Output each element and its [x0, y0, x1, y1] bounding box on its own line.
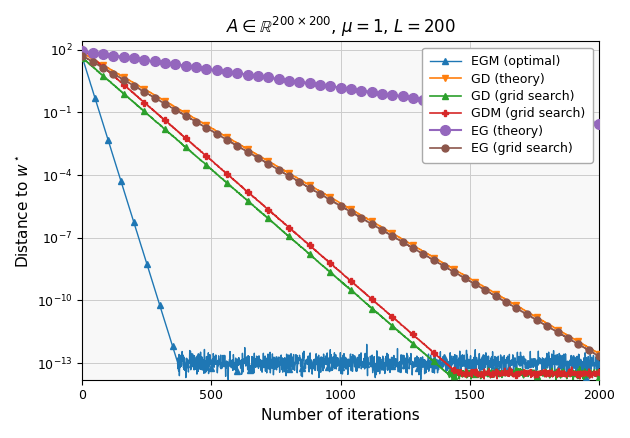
- EG (grid search): [389, 234, 397, 239]
- EG (theory): [389, 93, 397, 98]
- EGM (optimal): [106, 144, 114, 149]
- GDM (grid search): [78, 46, 86, 52]
- Line: EG (grid search): EG (grid search): [79, 52, 602, 360]
- GD (grid search): [124, 95, 132, 100]
- EGM (optimal): [90, 92, 98, 97]
- GDM (grid search): [504, 373, 512, 378]
- Y-axis label: Distance to $w^\star$: Distance to $w^\star$: [15, 153, 31, 268]
- GDM (grid search): [124, 86, 132, 91]
- EG (theory): [106, 53, 114, 58]
- EG (theory): [79, 49, 87, 54]
- EG (grid search): [125, 80, 132, 85]
- GDM (grid search): [90, 57, 98, 62]
- EG (theory): [90, 50, 98, 56]
- EG (theory): [78, 49, 86, 54]
- GDM (grid search): [389, 314, 397, 320]
- EG (theory): [271, 76, 278, 81]
- GD (theory): [106, 67, 114, 72]
- EG (theory): [595, 122, 602, 127]
- GDM (grid search): [270, 212, 278, 217]
- GD (theory): [90, 57, 98, 62]
- EG (grid search): [595, 354, 603, 359]
- EGM (optimal): [78, 54, 86, 60]
- EG (theory): [595, 122, 603, 127]
- X-axis label: Number of iterations: Number of iterations: [261, 408, 420, 423]
- Line: GD (theory): GD (theory): [79, 49, 602, 357]
- EG (grid search): [106, 70, 114, 75]
- GD (theory): [389, 231, 397, 236]
- EG (grid search): [504, 300, 512, 306]
- GDM (grid search): [106, 71, 114, 76]
- EG (theory): [125, 55, 132, 60]
- EGM (optimal): [124, 201, 132, 207]
- GD (grid search): [389, 324, 397, 329]
- EGM (optimal): [595, 361, 603, 367]
- EG (grid search): [90, 60, 98, 65]
- GDM (grid search): [595, 369, 603, 374]
- Line: EGM (optimal): EGM (optimal): [79, 54, 602, 383]
- GDM (grid search): [480, 376, 488, 381]
- Line: GD (grid search): GD (grid search): [79, 54, 602, 384]
- EGM (optimal): [224, 377, 232, 382]
- GD (theory): [78, 50, 86, 55]
- Legend: EGM (optimal), GD (theory), GD (grid search), GDM (grid search), EG (theory), EG: EGM (optimal), GD (theory), GD (grid sea…: [422, 48, 593, 162]
- EGM (optimal): [389, 367, 397, 372]
- Line: GDM (grid search): GDM (grid search): [79, 46, 602, 382]
- EGM (optimal): [271, 367, 278, 372]
- GD (theory): [595, 351, 603, 356]
- GD (grid search): [78, 55, 86, 60]
- GD (grid search): [90, 65, 98, 70]
- GD (grid search): [595, 374, 603, 379]
- EG (grid search): [271, 165, 278, 170]
- EG (grid search): [79, 53, 86, 58]
- GD (theory): [124, 77, 132, 82]
- Line: EG (theory): EG (theory): [77, 46, 604, 129]
- GD (theory): [504, 298, 512, 303]
- GD (grid search): [106, 79, 114, 85]
- GD (grid search): [504, 371, 512, 376]
- GD (grid search): [570, 378, 577, 383]
- Title: $A \in \mathbb{R}^{200 \times 200}$, $\mu = 1$, $L = 200$: $A \in \mathbb{R}^{200 \times 200}$, $\m…: [226, 15, 455, 39]
- GD (grid search): [270, 221, 278, 226]
- GD (theory): [270, 162, 278, 167]
- EG (grid search): [78, 53, 86, 58]
- EG (theory): [504, 109, 512, 114]
- EGM (optimal): [504, 354, 512, 360]
